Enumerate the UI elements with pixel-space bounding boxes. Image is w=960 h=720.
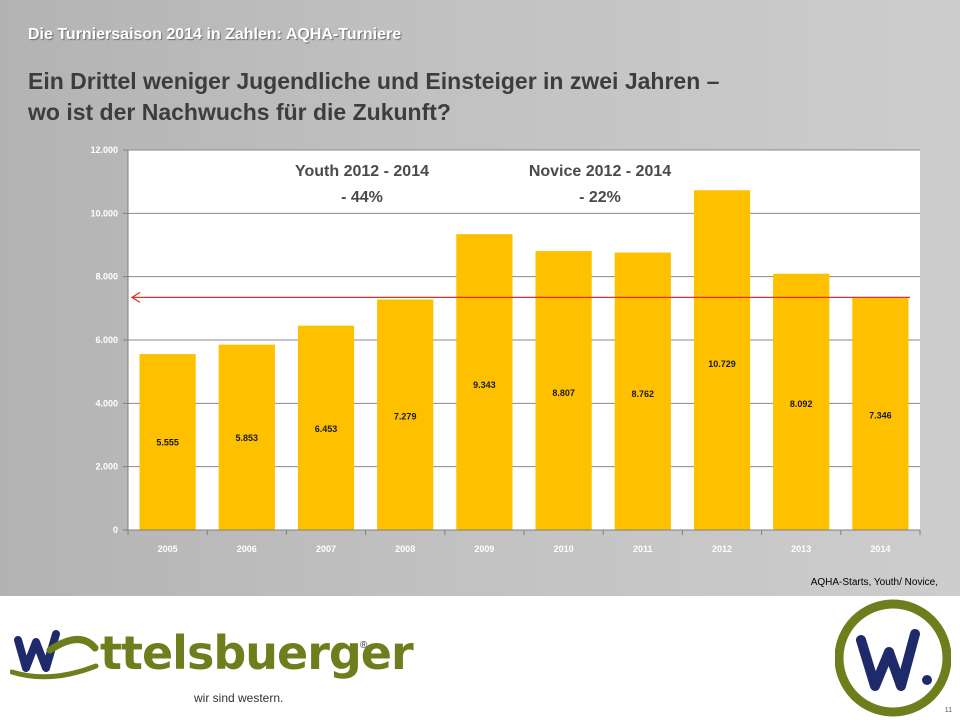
- source-note: AQHA-Starts, Youth/ Novice,: [810, 577, 938, 588]
- y-tick-label: 4.000: [95, 398, 118, 408]
- reference-line-group: [130, 291, 910, 303]
- annotations: Youth 2012 - 2014 - 44% Novice 2012 - 2014…: [295, 163, 671, 206]
- x-tick-label: 2009: [474, 544, 494, 554]
- data-label: 8.762: [632, 389, 655, 399]
- y-tick-label: 12.000: [90, 145, 118, 155]
- data-label: 5.853: [236, 433, 259, 443]
- brand-badge-icon: [835, 599, 951, 717]
- brand-name: ttelsbuerger: [100, 626, 414, 680]
- slide-supertitle: Die Turniersaison 2014 in Zahlen: AQHA-T…: [28, 26, 402, 43]
- data-label: 8.092: [790, 399, 813, 409]
- y-tick-label: 10.000: [90, 208, 118, 218]
- data-labels: 5.555 5.853 6.453 7.279 9.343 8.807 8.762 10.72…: [156, 359, 891, 448]
- annotation-value: - 22%: [579, 189, 621, 206]
- x-tick-label: 2007: [316, 544, 336, 554]
- brand-tagline: wir sind western.: [194, 691, 284, 705]
- bar: [377, 299, 434, 530]
- data-label: 8.807: [552, 388, 575, 398]
- footer-band: [0, 596, 960, 720]
- x-tick-label: 2012: [712, 544, 732, 554]
- x-tick-label: 2014: [870, 544, 890, 554]
- data-label: 7.279: [394, 411, 417, 421]
- y-tick-label: 6.000: [95, 335, 118, 345]
- bar: [297, 325, 355, 530]
- bar: [852, 297, 909, 530]
- bar: [218, 344, 275, 530]
- annotation-value: - 44%: [341, 189, 383, 206]
- page-number: 11: [944, 707, 952, 714]
- annotation-title: Youth 2012 - 2014: [295, 163, 429, 180]
- slide-headline: Ein Drittel weniger Jugendliche und Eins…: [28, 66, 719, 128]
- data-label: 10.729: [708, 359, 736, 369]
- data-label: 7.346: [869, 410, 892, 420]
- bar: [139, 354, 196, 530]
- data-label: 9.343: [473, 380, 496, 390]
- registered-mark: ®: [360, 640, 368, 651]
- bar: [693, 190, 751, 530]
- x-tick-label: 2006: [237, 544, 257, 554]
- y-tick-label: 0: [113, 525, 118, 535]
- reference-arrowhead: [130, 291, 141, 303]
- headline-line-1: Ein Drittel weniger Jugendliche und Eins…: [28, 68, 720, 94]
- x-tick-label: 2008: [395, 544, 415, 554]
- x-tick-label: 2011: [633, 544, 653, 554]
- data-label: 5.555: [156, 438, 179, 448]
- headline-line-2: wo ist der Nachwuchs für die Zukunft?: [28, 99, 451, 125]
- bar: [456, 234, 513, 530]
- axes: 0 2.000 4.000 6.000 8.000 10.000 12.000 2005 200…: [90, 145, 921, 554]
- y-tick-label: 2.000: [95, 462, 118, 472]
- x-tick-label: 2005: [158, 544, 178, 554]
- annotation-title: Novice 2012 - 2014: [529, 163, 671, 180]
- bar: [773, 273, 830, 530]
- bar: [614, 252, 671, 530]
- data-label: 6.453: [315, 424, 338, 434]
- y-tick-label: 8.000: [95, 272, 118, 282]
- brand-logo-mark-icon: [10, 630, 99, 680]
- bar-chart: 5.555 5.853 6.453 7.279 9.343 8.807 8.762 10.72…: [90, 145, 921, 554]
- x-tick-label: 2013: [791, 544, 811, 554]
- x-tick-label: 2010: [554, 544, 574, 554]
